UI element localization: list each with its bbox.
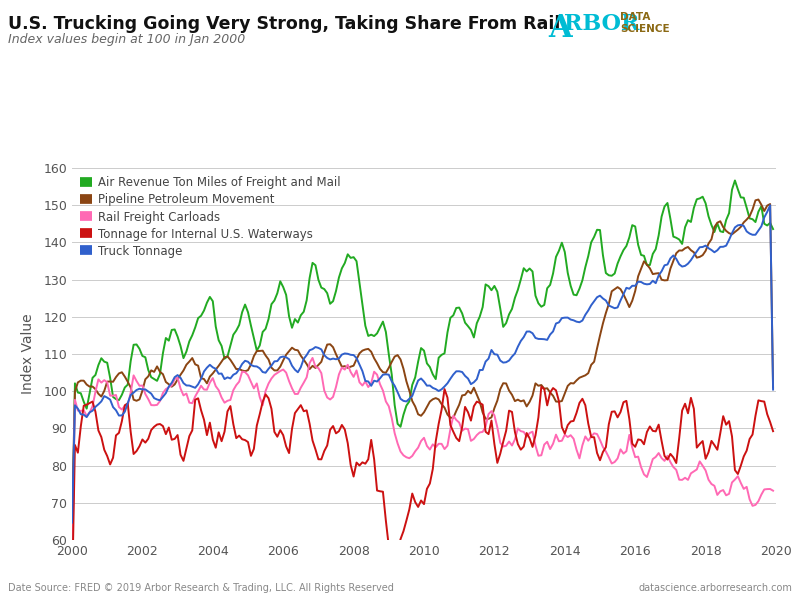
Air Revenue Ton Miles of Freight and Mail (114, 397, 124, 404)
Tonnage for Internal U.S. Waterways (178, 457, 188, 464)
Pipeline Petroleum Movement (530, 380, 540, 387)
Rail Freight Carloads (305, 359, 314, 367)
Truck Tonnage (67, 519, 77, 526)
Air Revenue Ton Miles of Freight and Mail (178, 355, 188, 362)
Air Revenue Ton Miles of Freight and Mail (530, 292, 540, 299)
Tonnage for Internal U.S. Waterways (768, 428, 778, 435)
Air Revenue Ton Miles of Freight and Mail (305, 274, 314, 281)
Line: Air Revenue Ton Miles of Freight and Mail: Air Revenue Ton Miles of Freight and Mai… (72, 181, 773, 569)
Tonnage for Internal U.S. Waterways (67, 593, 77, 600)
Air Revenue Ton Miles of Freight and Mail (768, 226, 778, 233)
Line: Tonnage for Internal U.S. Waterways: Tonnage for Internal U.S. Waterways (72, 386, 773, 597)
Legend: Air Revenue Ton Miles of Freight and Mail, Pipeline Petroleum Movement, Rail Fre: Air Revenue Ton Miles of Freight and Mai… (75, 172, 346, 263)
Rail Freight Carloads (308, 355, 318, 362)
Truck Tonnage (114, 412, 124, 419)
Line: Pipeline Petroleum Movement: Pipeline Petroleum Movement (72, 200, 773, 519)
Truck Tonnage (768, 386, 778, 393)
Air Revenue Ton Miles of Freight and Mail (97, 355, 106, 362)
Rail Freight Carloads (67, 575, 77, 582)
Pipeline Petroleum Movement (97, 393, 106, 400)
Text: RBOR: RBOR (564, 13, 639, 35)
Line: Truck Tonnage: Truck Tonnage (72, 205, 773, 523)
Air Revenue Ton Miles of Freight and Mail (718, 229, 728, 236)
Rail Freight Carloads (722, 492, 731, 499)
Pipeline Petroleum Movement (114, 370, 124, 377)
Truck Tonnage (305, 347, 314, 354)
Pipeline Petroleum Movement (754, 196, 763, 203)
Truck Tonnage (97, 398, 106, 405)
Text: DATA
SCIENCE: DATA SCIENCE (620, 12, 670, 34)
Rail Freight Carloads (178, 392, 188, 399)
Rail Freight Carloads (768, 487, 778, 494)
Pipeline Petroleum Movement (305, 365, 314, 373)
Text: Date Source: FRED © 2019 Arbor Research & Trading, LLC. All Rights Reserved: Date Source: FRED © 2019 Arbor Research … (8, 583, 394, 593)
Text: U.S. Trucking Going Very Strong, Taking Share From Rail: U.S. Trucking Going Very Strong, Taking … (8, 15, 560, 33)
Tonnage for Internal U.S. Waterways (537, 383, 546, 390)
Pipeline Petroleum Movement (718, 224, 728, 231)
Tonnage for Internal U.S. Waterways (114, 429, 124, 436)
Truck Tonnage (178, 380, 188, 387)
Pipeline Petroleum Movement (67, 515, 77, 523)
Tonnage for Internal U.S. Waterways (97, 434, 106, 441)
Truck Tonnage (530, 334, 540, 341)
Line: Rail Freight Carloads: Rail Freight Carloads (72, 358, 773, 578)
Truck Tonnage (766, 202, 775, 209)
Pipeline Petroleum Movement (768, 384, 778, 391)
Air Revenue Ton Miles of Freight and Mail (67, 566, 77, 573)
Text: Index values begin at 100 in Jan 2000: Index values begin at 100 in Jan 2000 (8, 33, 246, 46)
Truck Tonnage (718, 243, 728, 250)
Tonnage for Internal U.S. Waterways (722, 421, 731, 428)
Rail Freight Carloads (114, 403, 124, 410)
Text: datascience.arborresearch.com: datascience.arborresearch.com (638, 583, 792, 593)
Pipeline Petroleum Movement (178, 367, 188, 374)
Rail Freight Carloads (534, 452, 543, 460)
Tonnage for Internal U.S. Waterways (530, 432, 540, 439)
Text: A: A (548, 13, 572, 44)
Rail Freight Carloads (97, 379, 106, 386)
Y-axis label: Index Value: Index Value (21, 314, 35, 394)
Tonnage for Internal U.S. Waterways (305, 420, 314, 427)
Air Revenue Ton Miles of Freight and Mail (730, 177, 740, 184)
